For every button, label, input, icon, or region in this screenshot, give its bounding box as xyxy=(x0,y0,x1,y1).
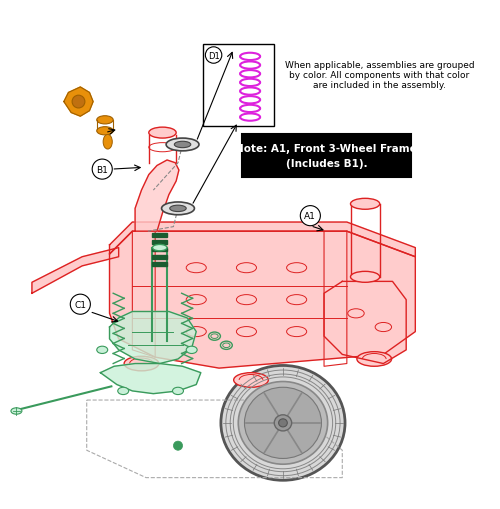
Circle shape xyxy=(70,295,90,315)
Ellipse shape xyxy=(350,272,380,282)
Ellipse shape xyxy=(149,128,176,139)
Polygon shape xyxy=(110,222,416,257)
Circle shape xyxy=(300,206,320,227)
Text: When applicable, assemblies are grouped
by color. All components with that color: When applicable, assemblies are grouped … xyxy=(285,61,474,90)
Polygon shape xyxy=(152,248,167,252)
Polygon shape xyxy=(110,232,416,369)
Polygon shape xyxy=(64,88,93,117)
Ellipse shape xyxy=(11,408,22,414)
Polygon shape xyxy=(152,241,167,244)
Polygon shape xyxy=(324,282,406,364)
Polygon shape xyxy=(152,263,167,266)
Polygon shape xyxy=(152,234,167,237)
Ellipse shape xyxy=(162,203,194,215)
Ellipse shape xyxy=(97,117,113,125)
Polygon shape xyxy=(110,312,196,364)
Ellipse shape xyxy=(186,347,197,354)
Ellipse shape xyxy=(174,142,191,148)
Ellipse shape xyxy=(103,135,113,150)
Ellipse shape xyxy=(97,347,108,354)
Ellipse shape xyxy=(234,373,268,387)
Ellipse shape xyxy=(244,387,322,459)
Circle shape xyxy=(92,160,112,180)
Ellipse shape xyxy=(170,206,186,212)
Ellipse shape xyxy=(118,387,128,395)
Text: (Includes B1).: (Includes B1). xyxy=(286,158,367,168)
Ellipse shape xyxy=(350,199,380,210)
Text: A1: A1 xyxy=(304,212,316,221)
Polygon shape xyxy=(152,256,167,259)
Polygon shape xyxy=(135,161,179,232)
Ellipse shape xyxy=(357,352,392,366)
Ellipse shape xyxy=(124,356,159,371)
Text: B1: B1 xyxy=(96,165,108,174)
Circle shape xyxy=(174,441,182,450)
Text: D1: D1 xyxy=(208,51,220,61)
Bar xyxy=(242,134,410,178)
Ellipse shape xyxy=(221,366,345,480)
Ellipse shape xyxy=(166,139,199,152)
Circle shape xyxy=(206,48,222,64)
Polygon shape xyxy=(100,364,201,394)
Ellipse shape xyxy=(278,419,287,427)
Ellipse shape xyxy=(72,96,85,109)
Ellipse shape xyxy=(152,245,167,251)
Text: Note: A1, Front 3-Wheel Frame: Note: A1, Front 3-Wheel Frame xyxy=(236,144,417,154)
Ellipse shape xyxy=(97,127,113,135)
Ellipse shape xyxy=(172,387,184,395)
Bar xyxy=(202,45,274,127)
Ellipse shape xyxy=(274,415,291,431)
Polygon shape xyxy=(32,248,118,294)
Ellipse shape xyxy=(238,382,328,464)
Text: C1: C1 xyxy=(74,300,86,309)
